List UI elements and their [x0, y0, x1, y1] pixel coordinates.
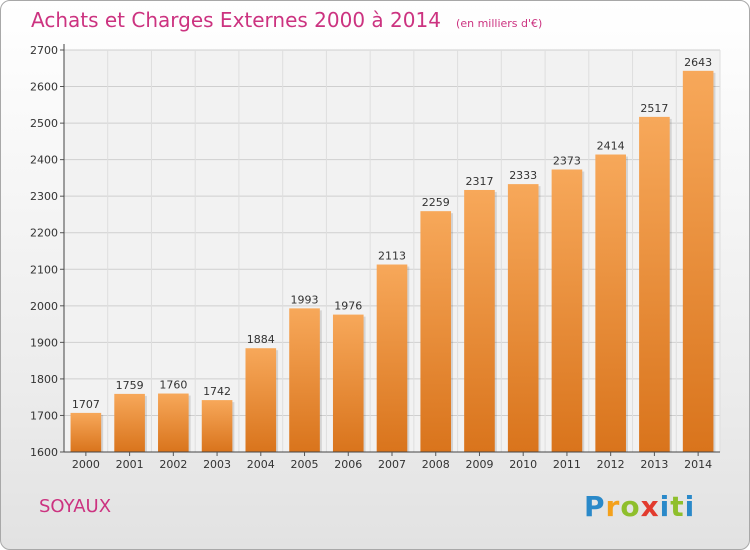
x-tick-label: 2013 [640, 458, 668, 471]
bar-value-label: 1759 [116, 379, 144, 392]
x-tick-label: 2010 [509, 458, 537, 471]
bar-value-label: 1976 [334, 300, 362, 313]
bar [639, 116, 670, 453]
y-tick-label: 1700 [30, 409, 58, 422]
x-tick-label: 2007 [378, 458, 406, 471]
bar [551, 169, 583, 452]
bar [332, 314, 364, 452]
y-tick-label: 2400 [30, 154, 58, 167]
chart-subtitle: (en milliers d'€) [456, 17, 543, 30]
proxiti-logo: Proxiti [584, 490, 696, 523]
x-tick-label: 2008 [422, 458, 450, 471]
bar [114, 393, 145, 452]
x-tick-label: 2009 [465, 458, 493, 471]
x-tick-label: 2003 [203, 458, 231, 471]
title-row: Achats et Charges Externes 2000 à 2014 (… [31, 8, 542, 32]
x-tick-label: 2012 [597, 458, 625, 471]
bar-value-label: 2414 [597, 140, 625, 153]
bar [420, 211, 452, 452]
bar [245, 348, 277, 452]
bar-value-label: 2333 [509, 169, 537, 182]
bar [289, 308, 320, 452]
bar-value-label: 2517 [640, 102, 668, 115]
y-tick-label: 2100 [30, 263, 58, 276]
x-tick-label: 2004 [247, 458, 275, 471]
bar [464, 189, 495, 452]
bar [376, 264, 408, 452]
y-tick-label: 2700 [30, 44, 58, 57]
bar [682, 70, 714, 453]
bar-value-label: 1760 [159, 379, 187, 392]
bar [595, 154, 626, 452]
bar-value-label: 1742 [203, 385, 231, 398]
x-tick-label: 2014 [684, 458, 712, 471]
bar-value-label: 1707 [72, 398, 100, 411]
x-tick-label: 2011 [553, 458, 581, 471]
bar-value-label: 2373 [553, 155, 581, 168]
bar-value-label: 2113 [378, 250, 406, 263]
bar [70, 412, 102, 452]
x-tick-label: 2000 [72, 458, 100, 471]
commune-name: SOYAUX [39, 496, 112, 517]
x-tick-label: 2006 [334, 458, 362, 471]
x-tick-label: 2002 [159, 458, 187, 471]
y-tick-label: 2300 [30, 190, 58, 203]
bar-value-label: 1993 [291, 293, 319, 306]
y-tick-label: 2600 [30, 81, 58, 94]
bar-value-label: 2259 [422, 196, 450, 209]
bar [158, 393, 189, 452]
x-tick-label: 2001 [116, 458, 144, 471]
y-tick-label: 2000 [30, 300, 58, 313]
y-tick-label: 1600 [30, 446, 58, 459]
y-tick-label: 2200 [30, 227, 58, 240]
bar-value-label: 2317 [465, 175, 493, 188]
bar-value-label: 2643 [684, 56, 712, 69]
y-tick-label: 2500 [30, 117, 58, 130]
chart-title: Achats et Charges Externes 2000 à 2014 [31, 8, 441, 32]
x-tick-label: 2005 [291, 458, 319, 471]
y-tick-label: 1900 [30, 336, 58, 349]
bar [201, 400, 233, 452]
bar-value-label: 1884 [247, 333, 275, 346]
bar [507, 184, 539, 452]
y-tick-label: 1800 [30, 373, 58, 386]
